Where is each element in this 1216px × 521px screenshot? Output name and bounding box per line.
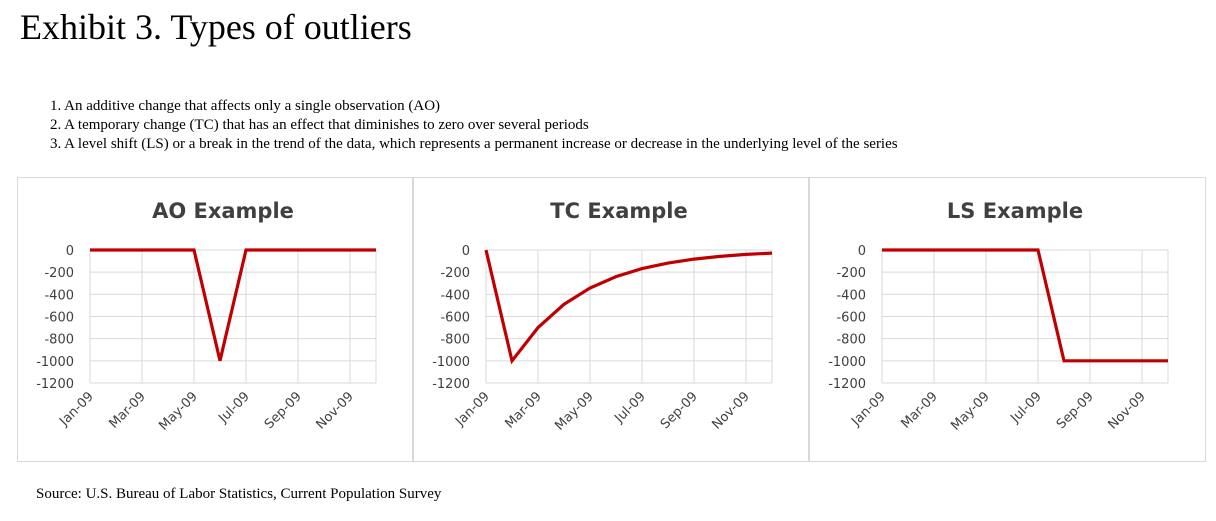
y-tick-label: -200 (440, 266, 470, 281)
y-tick-label: -400 (440, 288, 470, 303)
x-tick-label: Nov-09 (314, 389, 357, 432)
x-tick-label: Jul-09 (611, 389, 648, 426)
x-tick-label: Sep-09 (262, 389, 305, 432)
chart-title: TC Example (550, 199, 687, 223)
x-tick-label: Nov-09 (710, 389, 753, 432)
ao-chart: AO Example 0 -200 -400 -600 -800 -1000 -1200Jan… (36, 199, 377, 434)
ao-chart-panel: AO Example 0 -200 -400 -600 -800 -1000 -1200 Jan… (17, 177, 413, 462)
y-tick-label: -1000 (828, 355, 866, 370)
x-tick-label: Mar-09 (106, 389, 148, 431)
y-tick-label: -800 (440, 333, 470, 348)
y-tick-label: -1200 (36, 377, 74, 392)
series-line (90, 248, 376, 362)
y-tick-label: -1200 (432, 377, 470, 392)
x-tick-label: Nov-09 (1106, 389, 1149, 432)
chart-title: LS Example (947, 199, 1083, 223)
tc-chart: TC Example 0 -200 -400 -600 -800 -1000 -1200Jan… (432, 199, 773, 434)
ls-chart-panel: LS Example 0 -200 -400 -600 -800 -1000 -1200 Jan… (809, 177, 1206, 462)
y-tick-label: 0 (462, 244, 470, 259)
x-tick-label: May-09 (156, 389, 200, 433)
y-tick-label: -200 (836, 266, 866, 281)
y-tick-label: 0 (858, 244, 866, 259)
y-tick-label: -600 (440, 311, 470, 326)
y-tick-label: 0 (66, 244, 74, 259)
note-tc: 2. A temporary change (TC) that has an e… (50, 117, 589, 133)
tc-chart-panel: TC Example 0 -200 -400 -600 -800 -1000 -1200 Jan… (413, 177, 809, 462)
y-tick-label: -1200 (828, 377, 866, 392)
source-note: Source: U.S. Bureau of Labor Statistics,… (36, 486, 442, 502)
x-tick-label: Jul-09 (215, 389, 252, 426)
x-tick-label: May-09 (948, 389, 992, 433)
x-tick-label: Jan-09 (56, 389, 97, 430)
outlier-type-list: 1. An additive change that affects only … (50, 97, 898, 154)
y-tick-label: -800 (836, 333, 866, 348)
series-line (484, 249, 773, 365)
x-tick-label: May-09 (552, 389, 596, 433)
x-tick-label: Jul-09 (1007, 389, 1044, 426)
y-tick-label: -400 (836, 288, 866, 303)
y-tick-label: -200 (44, 266, 74, 281)
x-tick-label: Mar-09 (898, 389, 940, 431)
series-line (882, 248, 1168, 363)
x-tick-label: Sep-09 (658, 389, 701, 432)
y-tick-label: -800 (44, 333, 74, 348)
y-tick-label: -600 (44, 311, 74, 326)
chart-title: AO Example (152, 199, 294, 223)
x-tick-label: Jan-09 (848, 389, 889, 430)
y-tick-label: -1000 (36, 355, 74, 370)
x-tick-label: Mar-09 (502, 389, 544, 431)
page-title: Exhibit 3. Types of outliers (20, 7, 412, 47)
y-tick-label: -600 (836, 311, 866, 326)
y-tick-label: -400 (44, 288, 74, 303)
x-tick-label: Jan-09 (452, 389, 493, 430)
note-ao: 1. An additive change that affects only … (50, 98, 441, 114)
x-tick-label: Sep-09 (1054, 389, 1097, 432)
note-ls: 3. A level shift (LS) or a break in the … (50, 136, 898, 152)
y-tick-label: -1000 (432, 355, 470, 370)
ls-chart: LS Example 0 -200 -400 -600 -800 -1000 -1200Jan… (828, 199, 1169, 434)
